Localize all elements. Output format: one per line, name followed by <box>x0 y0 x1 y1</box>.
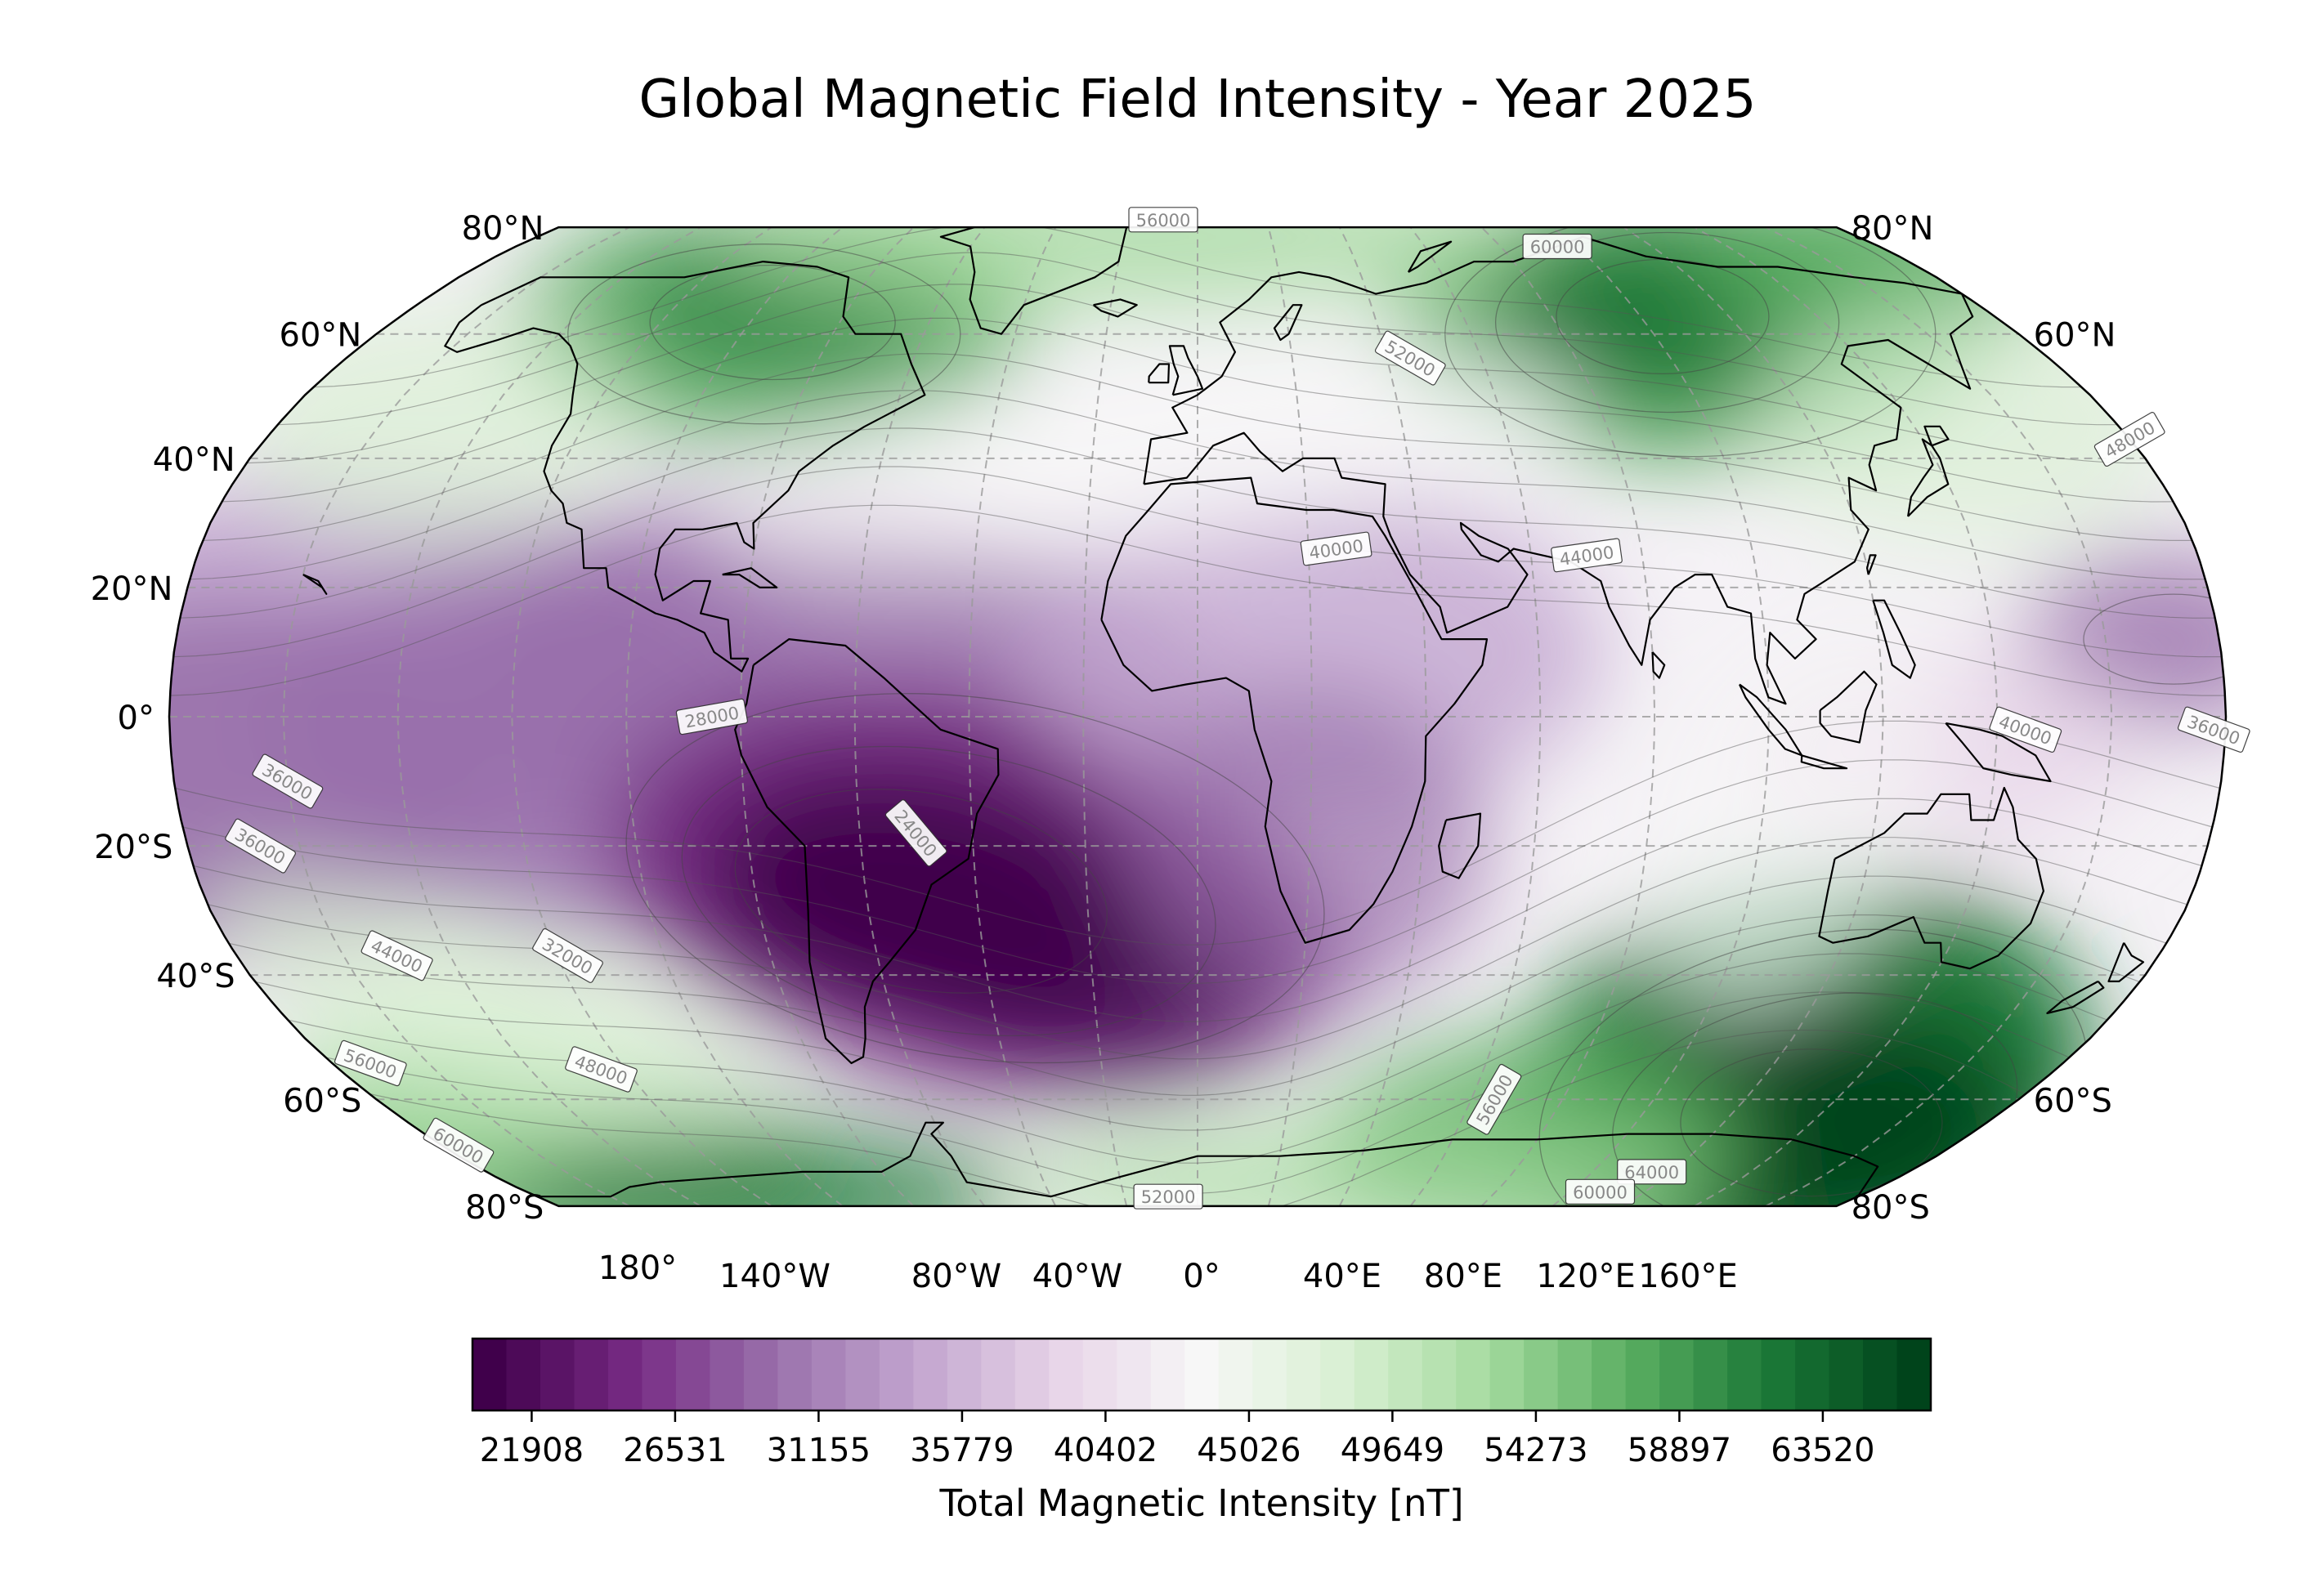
colorbar-tick-label: 45026 <box>1197 1432 1301 1469</box>
lat-label: 80°S <box>1851 1189 1930 1227</box>
lat-label: 80°N <box>462 210 544 248</box>
lat-label: 40°N <box>153 441 235 479</box>
svg-text:60000: 60000 <box>1573 1182 1628 1202</box>
colorbar-tick-label: 40402 <box>1054 1432 1157 1469</box>
lat-label: 60°S <box>2034 1082 2112 1120</box>
coastlines <box>302 227 2145 1198</box>
lon-label: 40°E <box>1303 1258 1381 1295</box>
svg-text:52000: 52000 <box>1141 1187 1196 1207</box>
lon-label: 160°E <box>1638 1258 1738 1295</box>
chart-title: Global Magnetic Field Intensity - Year 2… <box>638 69 1756 130</box>
intensity-field <box>169 227 2226 1206</box>
contour-label: 64000 <box>1617 1159 1687 1185</box>
contour-label: 60000 <box>1522 233 1592 260</box>
contour-label: 56000 <box>1128 207 1198 233</box>
lat-label: 20°N <box>91 570 173 608</box>
lon-label: 120°E <box>1536 1258 1636 1295</box>
lon-label: 140°W <box>719 1258 831 1295</box>
lat-label: 40°S <box>156 958 235 995</box>
lat-label: 80°N <box>1851 210 1934 248</box>
contour-label: 28000 <box>675 698 748 735</box>
lat-label: 20°S <box>94 829 172 866</box>
lon-label: 180° <box>598 1250 677 1287</box>
colorbar: 21908 26531 31155 35779 40402 45026 49649 54273… <box>471 1337 1932 1525</box>
colorbar-tick-label: 63520 <box>1771 1432 1874 1469</box>
colorbar-tick-label: 35779 <box>910 1432 1014 1469</box>
lat-label: 80°S <box>465 1189 544 1227</box>
longitude-labels: 180° 140°W 80°W 40°W 0° 40°E 80°E 120°E 160°E <box>598 1250 1738 1295</box>
colorbar-label: Total Magnetic Intensity [nT] <box>938 1482 1463 1525</box>
colorbar-tick-label: 58897 <box>1628 1432 1731 1469</box>
contour-label: 40000 <box>1300 531 1372 566</box>
contour-label: 52000 <box>1133 1183 1203 1209</box>
contour-label: 60000 <box>1565 1178 1636 1205</box>
lat-label: 60°S <box>283 1082 361 1120</box>
lat-label: 60°N <box>2034 317 2116 355</box>
colorbar-tick-label: 54273 <box>1484 1432 1587 1469</box>
lon-label: 40°W <box>1032 1258 1122 1295</box>
colorbar-tick-label: 31155 <box>767 1432 871 1469</box>
contour-label: 44000 <box>1551 538 1623 573</box>
latitude-labels-right: 80°N 60°N 60°S 80°S <box>1851 210 2116 1227</box>
colorbar-tick-label: 21908 <box>480 1432 584 1469</box>
colorbar-tick-label: 49649 <box>1341 1432 1444 1469</box>
lat-label: 60°N <box>280 317 362 355</box>
lon-label: 80°E <box>1424 1258 1502 1295</box>
latitude-labels-left: 80°N 60°N 40°N 20°N 0° 20°S 40°S 60°S 80°S <box>91 210 544 1227</box>
lon-label: 0° <box>1183 1258 1220 1295</box>
lon-label: 80°W <box>911 1258 1001 1295</box>
colorbar-tick-label: 26531 <box>623 1432 727 1469</box>
svg-text:56000: 56000 <box>1136 211 1191 230</box>
svg-text:64000: 64000 <box>1624 1163 1679 1182</box>
svg-text:60000: 60000 <box>1530 238 1585 257</box>
lat-label: 0° <box>118 700 154 737</box>
